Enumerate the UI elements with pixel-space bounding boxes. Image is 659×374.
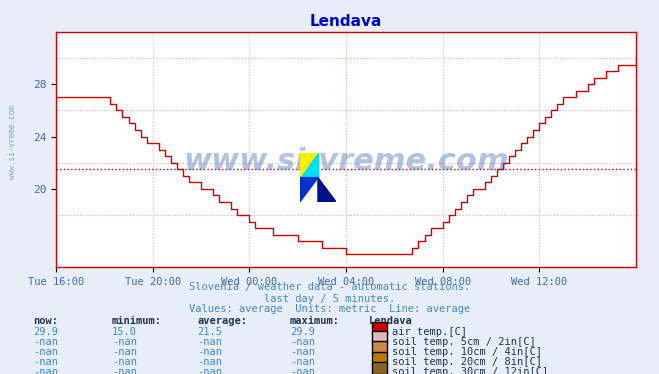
Text: -nan: -nan: [33, 347, 58, 357]
Text: Slovenia / weather data - automatic stations.: Slovenia / weather data - automatic stat…: [189, 282, 470, 292]
Text: www.si-vreme.com: www.si-vreme.com: [8, 105, 17, 179]
Text: -nan: -nan: [290, 357, 315, 367]
Title: Lendava: Lendava: [310, 14, 382, 29]
Text: Lendava: Lendava: [369, 316, 413, 326]
Text: -nan: -nan: [290, 347, 315, 357]
Text: www.si-vreme.com: www.si-vreme.com: [183, 147, 509, 176]
Text: air temp.[C]: air temp.[C]: [392, 327, 467, 337]
Text: 21.5: 21.5: [198, 327, 223, 337]
Text: 29.9: 29.9: [33, 327, 58, 337]
Text: 29.9: 29.9: [290, 327, 315, 337]
Text: -nan: -nan: [198, 357, 223, 367]
Text: -nan: -nan: [112, 357, 137, 367]
Polygon shape: [300, 178, 318, 202]
Polygon shape: [318, 178, 336, 202]
Text: -nan: -nan: [198, 337, 223, 347]
Text: -nan: -nan: [112, 337, 137, 347]
Text: 15.0: 15.0: [112, 327, 137, 337]
Text: last day / 5 minutes.: last day / 5 minutes.: [264, 294, 395, 304]
Text: Values: average  Units: metric  Line: average: Values: average Units: metric Line: aver…: [189, 304, 470, 314]
Polygon shape: [300, 153, 318, 178]
Text: maximum:: maximum:: [290, 316, 340, 326]
Text: soil temp. 20cm / 8in[C]: soil temp. 20cm / 8in[C]: [392, 357, 542, 367]
Text: -nan: -nan: [33, 367, 58, 374]
Text: -nan: -nan: [290, 367, 315, 374]
Text: -nan: -nan: [33, 357, 58, 367]
Text: -nan: -nan: [112, 347, 137, 357]
Text: -nan: -nan: [198, 367, 223, 374]
Text: -nan: -nan: [198, 347, 223, 357]
Text: -nan: -nan: [290, 337, 315, 347]
Text: soil temp. 10cm / 4in[C]: soil temp. 10cm / 4in[C]: [392, 347, 542, 357]
Text: soil temp. 30cm / 12in[C]: soil temp. 30cm / 12in[C]: [392, 367, 548, 374]
Polygon shape: [300, 153, 318, 178]
Text: soil temp. 5cm / 2in[C]: soil temp. 5cm / 2in[C]: [392, 337, 536, 347]
Text: -nan: -nan: [112, 367, 137, 374]
Text: average:: average:: [198, 316, 248, 326]
Text: -nan: -nan: [33, 337, 58, 347]
Text: now:: now:: [33, 316, 58, 326]
Text: minimum:: minimum:: [112, 316, 162, 326]
